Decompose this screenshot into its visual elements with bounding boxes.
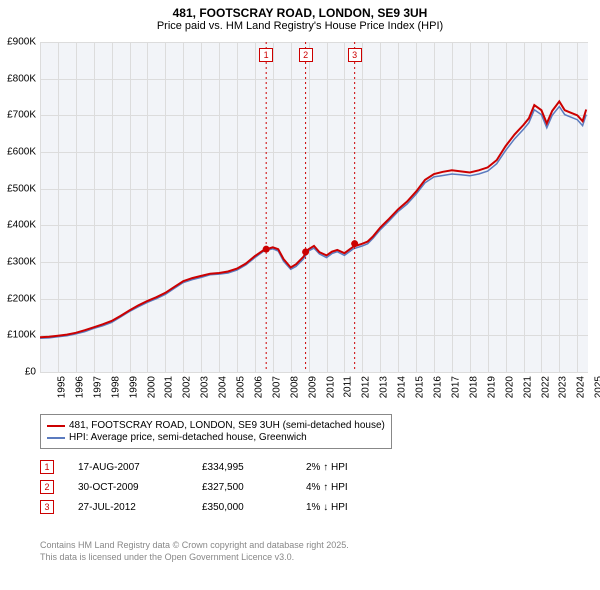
x-axis-label: 2007 xyxy=(271,376,282,398)
sales-row: 1 17-AUG-2007 £334,995 2% ↑ HPI xyxy=(40,460,348,474)
legend-label: HPI: Average price, semi-detached house,… xyxy=(69,432,307,443)
sales-date: 27-JUL-2012 xyxy=(78,502,178,513)
x-axis-label: 2002 xyxy=(182,376,193,398)
marker-dot xyxy=(302,248,309,255)
attribution-line1: Contains HM Land Registry data © Crown c… xyxy=(40,540,349,552)
x-axis-label: 2017 xyxy=(450,376,461,398)
x-axis-label: 2013 xyxy=(379,376,390,398)
y-axis-label: £900K xyxy=(0,37,36,48)
sales-date: 17-AUG-2007 xyxy=(78,462,178,473)
page-subtitle: Price paid vs. HM Land Registry's House … xyxy=(0,20,600,36)
attribution-text: Contains HM Land Registry data © Crown c… xyxy=(40,540,349,563)
x-axis-label: 2005 xyxy=(235,376,246,398)
x-axis-label: 2004 xyxy=(217,376,228,398)
x-axis-label: 2009 xyxy=(307,376,318,398)
x-axis-label: 2015 xyxy=(414,376,425,398)
marker-label-box: 1 xyxy=(259,48,273,62)
sales-price: £327,500 xyxy=(202,482,282,493)
attribution-line2: This data is licensed under the Open Gov… xyxy=(40,552,349,564)
sales-marker-box: 1 xyxy=(40,460,54,474)
x-axis-label: 2020 xyxy=(504,376,515,398)
grid-line-y xyxy=(40,372,588,373)
sales-pct: 4% ↑ HPI xyxy=(306,482,348,493)
x-axis-label: 2012 xyxy=(361,376,372,398)
x-axis-label: 2003 xyxy=(200,376,211,398)
x-axis-label: 1997 xyxy=(92,376,103,398)
x-axis-label: 2014 xyxy=(397,376,408,398)
x-axis-label: 1998 xyxy=(110,376,121,398)
y-axis-label: £0 xyxy=(0,367,36,378)
series-line xyxy=(40,107,586,339)
sales-pct: 2% ↑ HPI xyxy=(306,462,348,473)
x-axis-label: 2000 xyxy=(146,376,157,398)
y-axis-label: £200K xyxy=(0,293,36,304)
x-axis-label: 1996 xyxy=(74,376,85,398)
sales-pct: 1% ↓ HPI xyxy=(306,502,348,513)
x-axis-label: 2019 xyxy=(486,376,497,398)
chart-legend: 481, FOOTSCRAY ROAD, LONDON, SE9 3UH (se… xyxy=(40,414,392,449)
y-axis-label: £600K xyxy=(0,147,36,158)
series-line xyxy=(40,101,586,337)
x-axis-label: 2022 xyxy=(540,376,551,398)
marker-dot xyxy=(351,240,358,247)
x-axis-label: 2018 xyxy=(468,376,479,398)
y-axis-label: £800K xyxy=(0,73,36,84)
x-axis-label: 2023 xyxy=(558,376,569,398)
y-axis-label: £700K xyxy=(0,110,36,121)
x-axis-label: 2001 xyxy=(164,376,175,398)
sales-marker-box: 2 xyxy=(40,480,54,494)
x-axis-label: 1995 xyxy=(56,376,67,398)
y-axis-label: £400K xyxy=(0,220,36,231)
legend-item: HPI: Average price, semi-detached house,… xyxy=(47,432,385,443)
x-axis-label: 2010 xyxy=(325,376,336,398)
sales-price: £334,995 xyxy=(202,462,282,473)
marker-label-box: 3 xyxy=(348,48,362,62)
y-axis-label: £300K xyxy=(0,257,36,268)
x-axis-label: 2008 xyxy=(289,376,300,398)
chart-lines xyxy=(40,42,588,372)
legend-label: 481, FOOTSCRAY ROAD, LONDON, SE9 3UH (se… xyxy=(69,420,385,431)
legend-swatch xyxy=(47,425,65,427)
x-axis-label: 2025 xyxy=(594,376,600,398)
legend-swatch xyxy=(47,437,65,439)
sales-row: 2 30-OCT-2009 £327,500 4% ↑ HPI xyxy=(40,480,348,494)
x-axis-label: 1999 xyxy=(128,376,139,398)
marker-label-box: 2 xyxy=(299,48,313,62)
legend-item: 481, FOOTSCRAY ROAD, LONDON, SE9 3UH (se… xyxy=(47,420,385,431)
sales-marker-box: 3 xyxy=(40,500,54,514)
price-chart: £0£100K£200K£300K£400K£500K£600K£700K£80… xyxy=(40,42,588,372)
x-axis-label: 2021 xyxy=(522,376,533,398)
y-axis-label: £500K xyxy=(0,183,36,194)
sales-row: 3 27-JUL-2012 £350,000 1% ↓ HPI xyxy=(40,500,348,514)
x-axis-label: 2011 xyxy=(342,376,353,398)
page-title: 481, FOOTSCRAY ROAD, LONDON, SE9 3UH xyxy=(0,0,600,20)
x-axis-label: 2006 xyxy=(253,376,264,398)
marker-dot xyxy=(263,246,270,253)
sales-table: 1 17-AUG-2007 £334,995 2% ↑ HPI 2 30-OCT-2009… xyxy=(40,460,348,520)
x-axis-label: 2016 xyxy=(432,376,443,398)
sales-price: £350,000 xyxy=(202,502,282,513)
y-axis-label: £100K xyxy=(0,330,36,341)
sales-date: 30-OCT-2009 xyxy=(78,482,178,493)
x-axis-label: 2024 xyxy=(576,376,587,398)
